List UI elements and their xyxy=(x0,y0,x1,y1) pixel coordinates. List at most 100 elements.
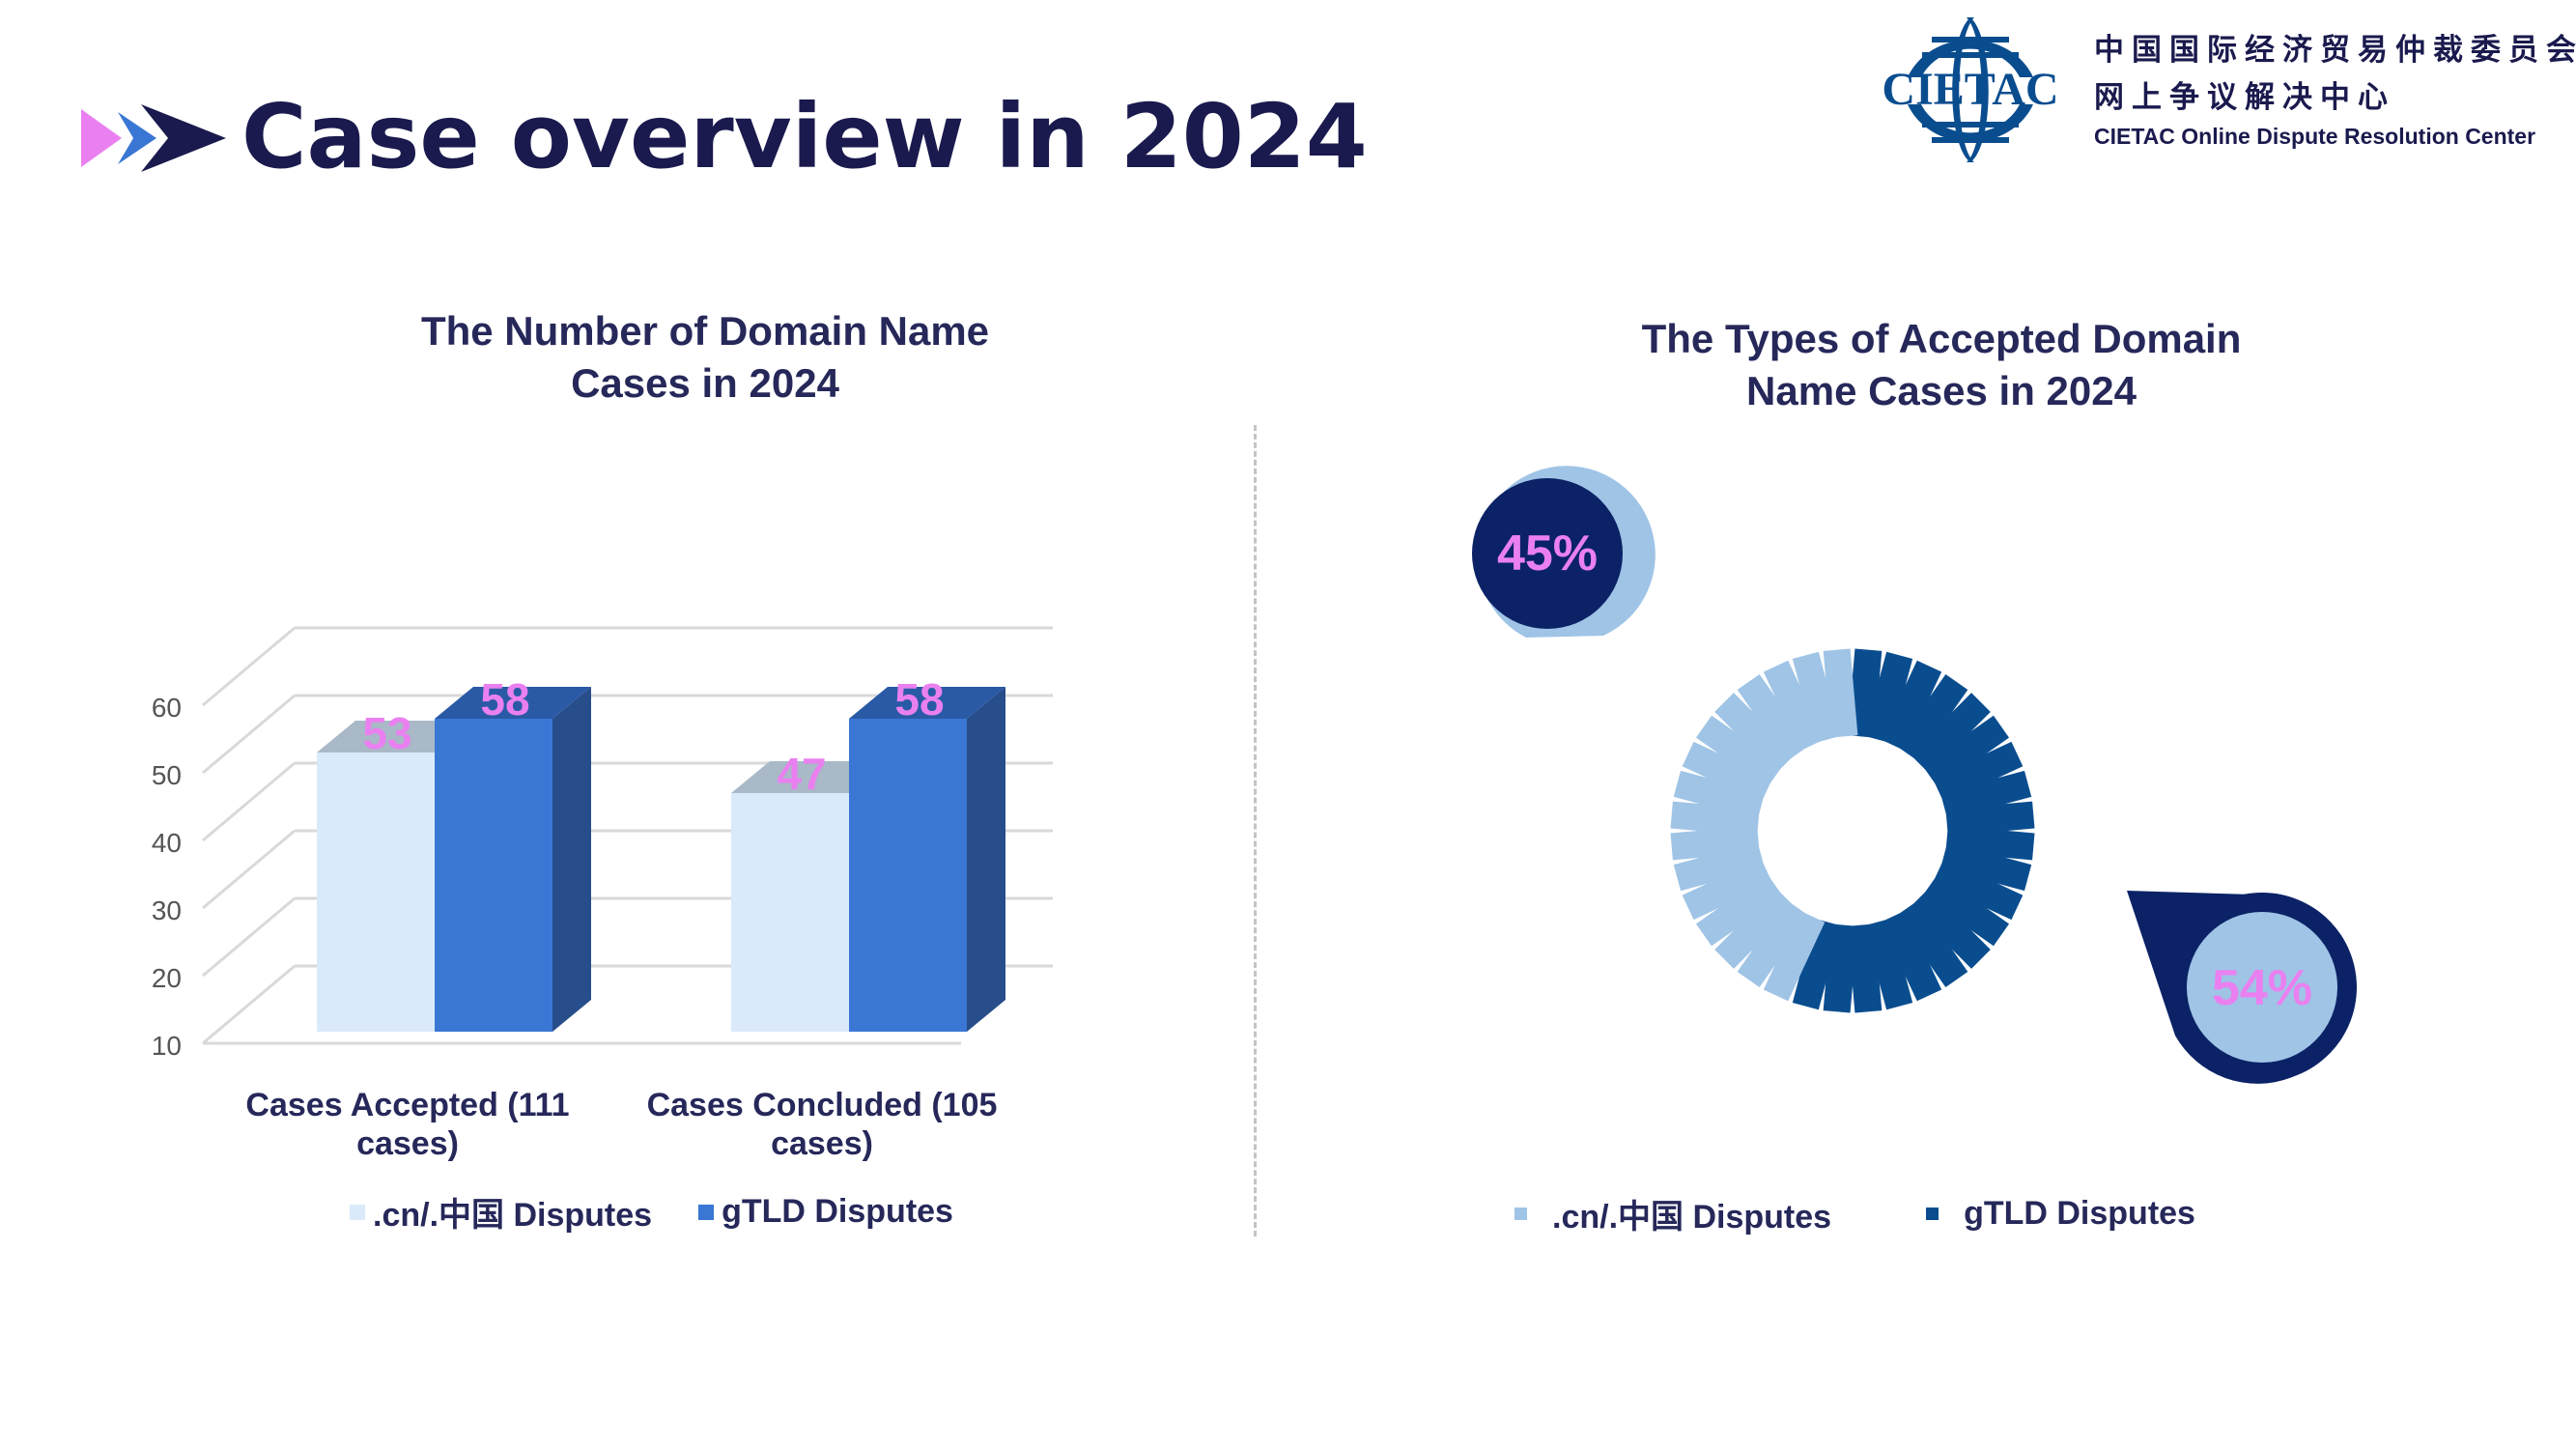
donut-segment-cn xyxy=(1737,900,1810,988)
donut-segment-cn xyxy=(1737,673,1810,761)
legend-label-cn: .cn/.中国 Disputes xyxy=(373,1197,653,1234)
bar-chart-title-line2: Cases in 2024 xyxy=(571,360,839,406)
donut-segment-gtld xyxy=(1863,651,1913,743)
donut-segment-bar xyxy=(1695,873,1783,947)
gridline-depth xyxy=(202,694,296,775)
x-category-concluded-line1: Cases Concluded (105 xyxy=(646,1087,998,1123)
x-category-accepted-line1: Cases Accepted (111 xyxy=(245,1087,570,1123)
bar-side xyxy=(552,687,591,1032)
bar xyxy=(317,753,435,1032)
donut-segment-bar xyxy=(1823,648,1858,738)
bar xyxy=(849,719,967,1032)
donut-segment-cn xyxy=(1695,715,1783,788)
donut-legend-label-cn: .cn/.中国 Disputes xyxy=(1552,1199,1832,1236)
legend-label-gtld: gTLD Disputes xyxy=(722,1193,953,1230)
donut-segment-gtld xyxy=(1940,770,2032,820)
donut-chart-title-line1: The Types of Accepted Domain xyxy=(1641,316,2242,361)
donut-segment-bar xyxy=(1910,888,1991,969)
bar xyxy=(731,793,849,1032)
bar-side xyxy=(967,687,1005,1032)
donut-segment-bar xyxy=(1673,841,1765,892)
donut-segment-bar xyxy=(1792,651,1842,743)
gridline-depth xyxy=(202,896,296,978)
donut-segment-gtld xyxy=(1932,741,2024,804)
gridline-depth xyxy=(202,829,296,910)
donut-segment-bar xyxy=(1895,673,1968,761)
y-tick-label: 20 xyxy=(152,963,182,993)
donut-chart-title-line2: Name Cases in 2024 xyxy=(1746,368,2137,413)
donut-legend-label-gtld: gTLD Disputes xyxy=(1964,1195,2195,1232)
donut-segment-bar xyxy=(1940,841,2032,892)
y-tick-label: 50 xyxy=(152,760,182,790)
bar-value-label: 58 xyxy=(894,674,944,724)
donut-segment-bar xyxy=(1737,673,1810,761)
y-tick-label: 40 xyxy=(152,828,182,858)
donut-segment-bar xyxy=(1922,873,2010,947)
bar-value-label: 47 xyxy=(777,749,826,799)
donut-segment-bar xyxy=(1910,693,1991,774)
donut-segment-bar xyxy=(1737,900,1810,988)
donut-segment-bar xyxy=(1863,919,1913,1010)
donut-chart-legend: .cn/.中国 Disputes gTLD Disputes xyxy=(1514,1190,2195,1237)
donut-segment-bar xyxy=(1792,919,1842,1010)
donut-segment-gtld xyxy=(1792,919,1842,1010)
donut-segment-bar xyxy=(1695,715,1783,788)
logo-text: CIETAC xyxy=(1882,64,2058,115)
donut-segment-bar xyxy=(1922,715,2010,788)
donut-chart-title: The Types of Accepted Domain Name Cases … xyxy=(1555,313,2328,417)
gridline-depth xyxy=(202,964,296,1045)
y-tick-label: 60 xyxy=(152,693,182,723)
donut-segment-bar xyxy=(1682,858,1773,921)
title-arrows-icon xyxy=(81,104,226,172)
callout-gtld-label: 54% xyxy=(2212,960,2312,1016)
bar-chart-title-line1: The Number of Domain Name xyxy=(420,308,990,354)
y-tick-label: 30 xyxy=(152,895,182,925)
callout-cn-inner xyxy=(1472,478,1623,629)
donut-segment-cn xyxy=(1792,651,1842,743)
bar-chart: 10 20 30 40 50 60 53 58 47 58 xyxy=(152,626,1053,1061)
donut-segment-gtld xyxy=(1880,910,1942,1002)
donut-segment-gtld xyxy=(1880,660,1942,752)
bar-chart-legend: .cn/.中国 Disputes gTLD Disputes xyxy=(350,1188,953,1236)
bar-top xyxy=(435,687,591,719)
bar-value-label: 58 xyxy=(480,674,529,724)
donut-legend-swatch-gtld xyxy=(1926,1208,1939,1220)
x-category-label-accepted: Cases Accepted (111 cases) xyxy=(185,1086,630,1163)
donut-segment-cn xyxy=(1714,693,1796,774)
donut-segment-bar xyxy=(1940,770,2032,820)
section-divider xyxy=(1254,425,1257,1236)
donut-segment-cn xyxy=(1682,741,1773,804)
bar xyxy=(435,719,552,1032)
donut-segment-bar xyxy=(1895,900,1968,988)
donut-segment-bar xyxy=(1880,660,1942,752)
donut-segment-bar xyxy=(1714,693,1796,774)
x-category-accepted-line2: cases) xyxy=(356,1125,459,1162)
gridline-depth xyxy=(202,626,296,707)
legend-swatch-gtld xyxy=(698,1204,715,1220)
donut-segment-bar xyxy=(1673,770,1765,820)
donut-segment-gtld xyxy=(1863,919,1913,1010)
page-title: Case overview in 2024 xyxy=(241,85,1368,188)
donut-segment-cn xyxy=(1673,770,1765,820)
callout-cn-label: 45% xyxy=(1497,526,1598,582)
donut-segment-gtld xyxy=(1932,858,2024,921)
bar-top xyxy=(849,687,1005,719)
donut-segment-cn xyxy=(1823,648,1858,738)
donut-segment-cn xyxy=(1682,858,1773,921)
donut-segment-bar xyxy=(1880,910,1942,1002)
donut-segment-gtld xyxy=(1895,900,1968,988)
donut-segment-bar xyxy=(1763,660,1826,752)
donut-chart: 45% 54% xyxy=(1472,466,2357,1084)
y-tick-label: 10 xyxy=(152,1031,182,1061)
donut-segment-cn xyxy=(1695,873,1783,947)
org-name-cn-line1: 中国国际经济贸易仲裁委员会 xyxy=(2094,33,2576,68)
legend-item-cn: .cn/.中国 Disputes xyxy=(350,1188,652,1236)
donut-segment-bar xyxy=(1932,858,2024,921)
donut-segment-cn xyxy=(1763,910,1826,1002)
donut-segment-bar xyxy=(1763,910,1826,1002)
bar-chart-title: The Number of Domain Name Cases in 2024 xyxy=(319,305,1091,410)
donut-segment-bar xyxy=(1932,741,2024,804)
donut-legend-swatch-cn xyxy=(1514,1208,1527,1220)
donut-segment-bar xyxy=(1682,741,1773,804)
donut-segment-gtld xyxy=(1922,873,2010,947)
